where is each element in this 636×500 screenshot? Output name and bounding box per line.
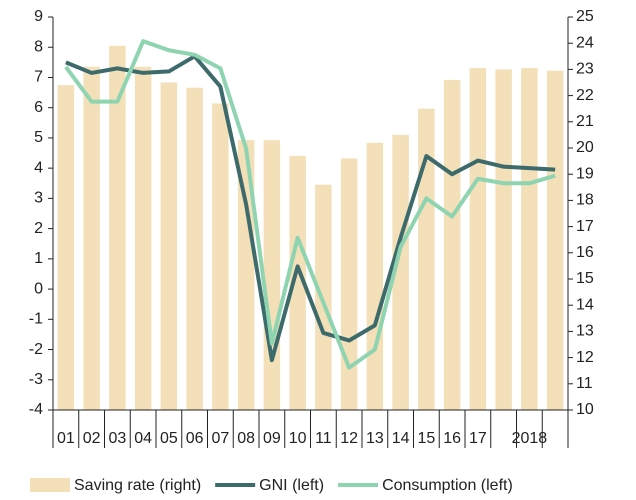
legend-label: Consumption (left)	[382, 477, 513, 494]
y-tick-label: -4	[29, 401, 43, 418]
legend-swatch	[30, 478, 70, 492]
y2-tick-label: 10	[576, 401, 594, 418]
y-tick-label: -1	[29, 311, 43, 328]
y-tick-label: 6	[34, 99, 43, 116]
y2-tick-label: 17	[576, 218, 594, 235]
y2-tick-label: 19	[576, 165, 594, 182]
x-tick-label: 08	[237, 430, 255, 447]
y2-tick-label: 24	[576, 34, 594, 51]
y-tick-label: 7	[34, 69, 43, 86]
x-tick-label: 15	[417, 430, 435, 447]
y2-tick-label: 25	[576, 8, 594, 25]
y2-tick-label: 21	[576, 113, 594, 130]
x-tick-label: 13	[366, 430, 384, 447]
bar	[392, 134, 409, 410]
bar	[109, 45, 126, 410]
y2-tick-label: 16	[576, 244, 594, 261]
y2-tick-label: 12	[576, 349, 594, 366]
y-tick-label: 8	[34, 38, 43, 55]
bar	[186, 87, 203, 411]
x-tick-label: 01	[57, 430, 75, 447]
y2-tick-label: 22	[576, 87, 594, 104]
y-tick-label: 1	[34, 250, 43, 267]
x-tick-label: 02	[83, 430, 101, 447]
x-tick-label: 05	[160, 430, 178, 447]
bar	[212, 103, 229, 411]
y2-tick-label: 20	[576, 139, 594, 156]
y-tick-label: 0	[34, 280, 43, 297]
y-tick-label: 3	[34, 190, 43, 207]
y-tick-label: 2	[34, 220, 43, 237]
y2-tick-label: 11	[576, 375, 593, 392]
y-tick-label: 9	[34, 8, 43, 25]
y2-tick-label: 15	[576, 270, 594, 287]
bar	[366, 142, 384, 410]
x-tick-label: 10	[289, 430, 307, 447]
y-tick-label: -3	[29, 371, 43, 388]
x-tick-label: 14	[392, 430, 410, 447]
x-tick-label: 04	[134, 430, 152, 447]
bar	[521, 68, 538, 410]
legend-label: GNI (left)	[259, 477, 324, 494]
y2-tick-label: 13	[576, 323, 594, 340]
bar	[418, 108, 435, 410]
bar	[263, 140, 281, 410]
y2-tick-label: 14	[576, 296, 594, 313]
x-tick-label: 17	[469, 430, 487, 447]
bar	[443, 79, 461, 410]
x-tick-label: 16	[443, 430, 461, 447]
bar	[469, 68, 487, 410]
x-tick-label: 2018	[512, 430, 548, 447]
x-tick-label: 12	[340, 430, 358, 447]
bar	[134, 66, 152, 410]
x-tick-label: 07	[211, 430, 229, 447]
line	[64, 39, 556, 370]
bar	[546, 70, 564, 411]
line	[65, 54, 556, 363]
bar	[83, 66, 100, 410]
bar	[160, 82, 178, 410]
bar	[289, 155, 306, 410]
x-tick-label: 03	[108, 430, 126, 447]
legend-label: Saving rate (right)	[74, 477, 201, 494]
x-tick-label: 11	[315, 430, 332, 447]
y2-tick-label: 18	[576, 192, 594, 209]
y-tick-label: 4	[34, 159, 43, 176]
y2-tick-label: 23	[576, 61, 594, 78]
x-tick-label: 09	[263, 430, 281, 447]
y-tick-label: 5	[34, 129, 43, 146]
bar	[237, 140, 255, 410]
bar	[340, 158, 358, 410]
bar	[57, 85, 75, 411]
x-tick-label: 06	[186, 430, 204, 447]
bar	[495, 69, 512, 411]
y-tick-label: -2	[29, 341, 43, 358]
